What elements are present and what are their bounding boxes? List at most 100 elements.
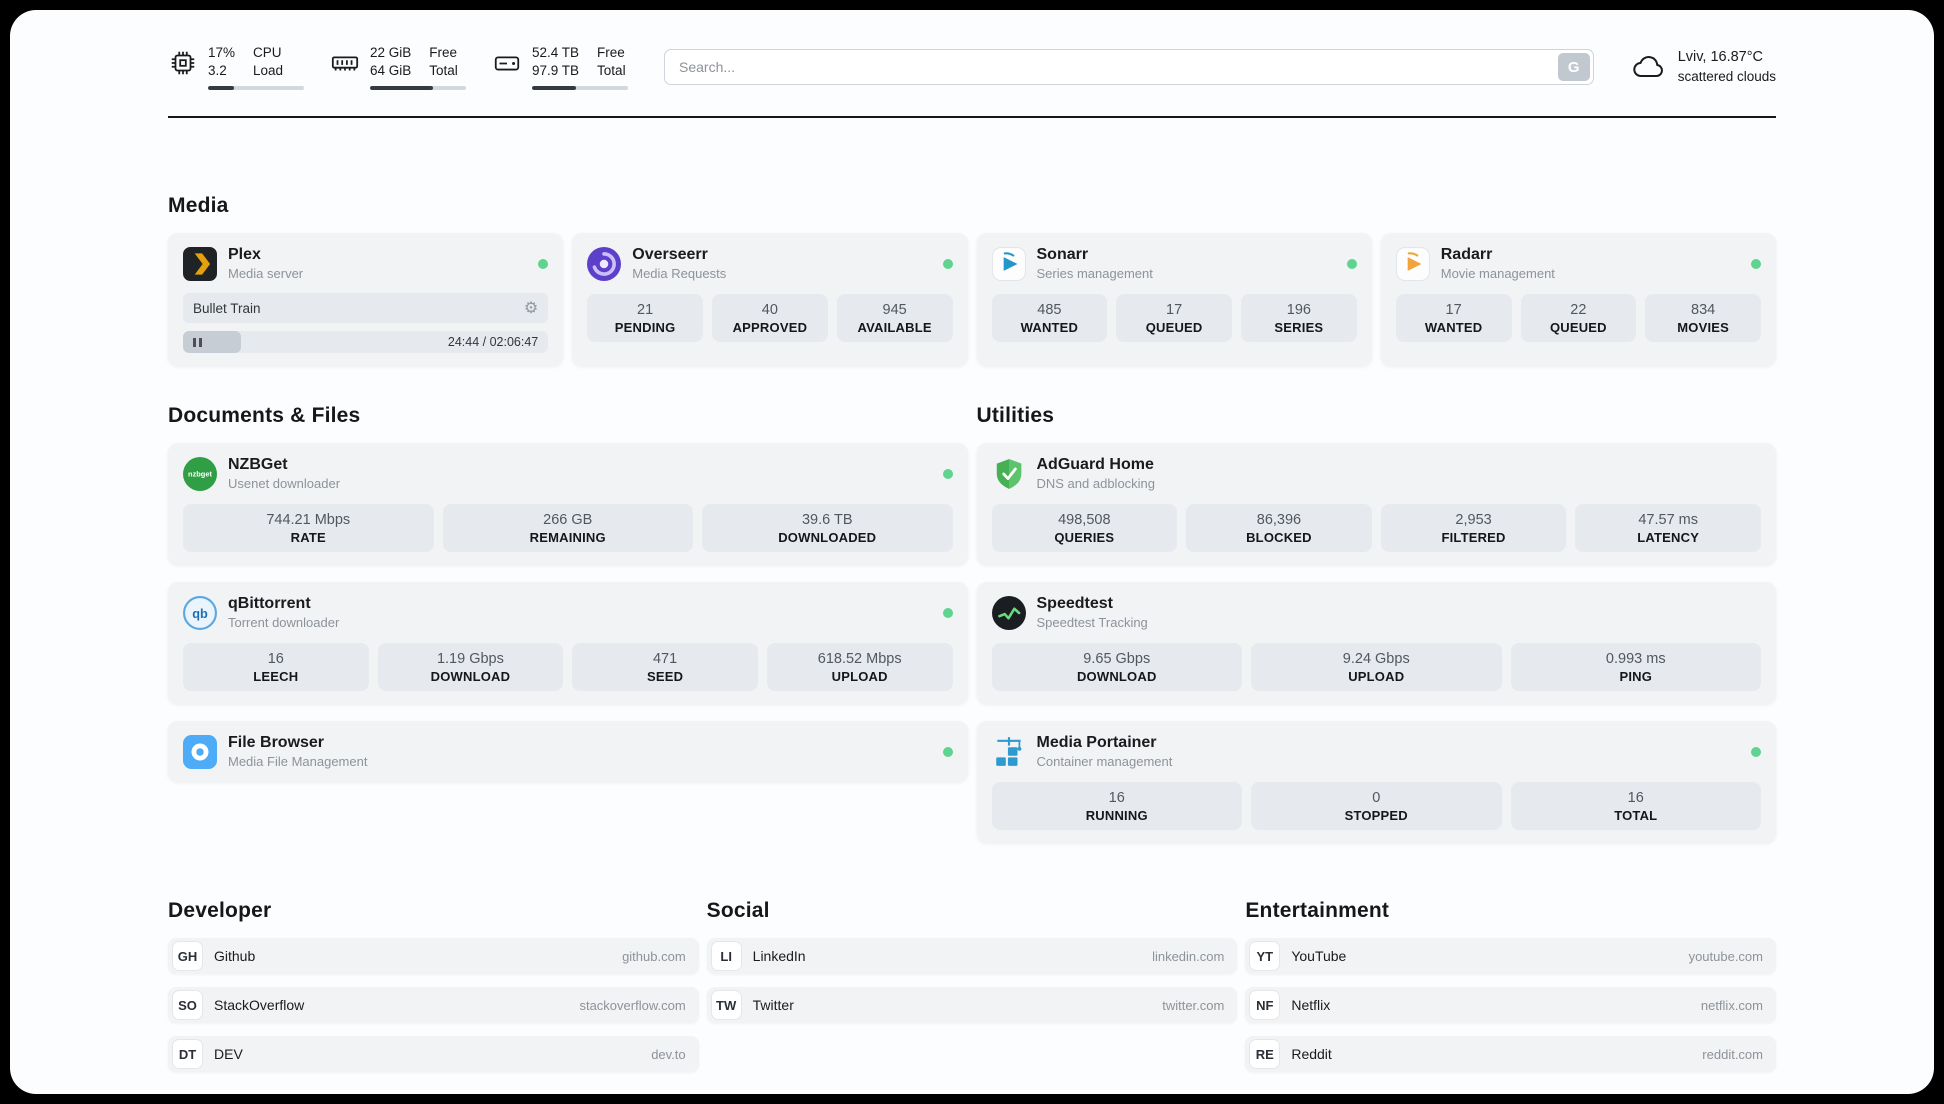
now-playing-title: Bullet Train	[193, 300, 261, 316]
app-name: Speedtest	[1036, 595, 1113, 612]
section-entertainment: Entertainment YT YouTube youtube.com NF …	[1245, 899, 1776, 1085]
bookmark-url: netflix.com	[1700, 997, 1763, 1013]
top-bar: 17% 3.2 CPU Load	[168, 40, 1776, 94]
app-desc: Speedtest Tracking	[1036, 615, 1148, 630]
section-social: Social LI LinkedIn linkedin.com TW Twitt…	[706, 899, 1238, 1036]
stat-tile: 196 SERIES	[1241, 294, 1357, 342]
bookmark-abbr: GH	[173, 942, 202, 970]
app-card-sonarr[interactable]: Sonarr Series management 485 WANTED 17 Q…	[976, 233, 1372, 366]
stat-tile: 9.24 Gbps UPLOAD	[1251, 643, 1502, 691]
app-card-overseerr[interactable]: Overseerr Media Requests 21 PENDING 40 A…	[572, 233, 968, 366]
sonarr-icon	[991, 246, 1026, 281]
bookmark-twitter[interactable]: TW Twitter twitter.com	[706, 987, 1238, 1023]
status-dot	[942, 746, 953, 757]
bookmark-abbr: SO	[173, 991, 202, 1019]
stat-tile: 471 SEED	[572, 643, 758, 691]
status-dot	[942, 468, 953, 479]
disk-progress-fill	[532, 86, 577, 91]
app-card-adguard[interactable]: AdGuard Home DNS and adblocking 498,508 …	[976, 443, 1776, 565]
ram-progress-track	[370, 86, 466, 91]
ram-free-value: 22 GiB	[370, 44, 412, 60]
bookmark-name: Reddit	[1291, 1046, 1332, 1062]
stat-tile: 16 TOTAL	[1510, 782, 1761, 830]
ram-total-label: Total	[429, 63, 458, 78]
bookmark-youtube[interactable]: YT YouTube youtube.com	[1245, 938, 1776, 974]
bookmark-linkedin[interactable]: LI LinkedIn linkedin.com	[706, 938, 1238, 974]
bookmark-name: YouTube	[1291, 948, 1347, 964]
weather-condition: scattered clouds	[1677, 68, 1776, 84]
cpu-percent: 17%	[208, 44, 236, 60]
dashboard-page: 17% 3.2 CPU Load	[10, 10, 1934, 1094]
stat-tile: 17 WANTED	[1395, 294, 1512, 342]
app-card-nzbget[interactable]: nzbget NZBGet Usenet downloader 744.21 M…	[168, 443, 968, 565]
stat-tile: 744.21 Mbps RATE	[183, 504, 434, 552]
cpu-progress-fill	[208, 86, 234, 91]
bookmark-netflix[interactable]: NF Netflix netflix.com	[1245, 987, 1776, 1023]
gear-icon[interactable]: ⚙	[523, 300, 539, 317]
disk-icon	[494, 56, 520, 71]
app-desc: Movie management	[1440, 266, 1555, 281]
portainer-icon	[995, 736, 1021, 766]
bookmark-dev[interactable]: DT DEV dev.to	[168, 1036, 699, 1072]
ram-free-label: Free	[429, 44, 458, 60]
bookmark-stackoverflow[interactable]: SO StackOverflow stackoverflow.com	[168, 987, 699, 1023]
app-card-portainer[interactable]: Media Portainer Container management 16 …	[976, 721, 1776, 843]
section-developer: Developer GH Github github.com SO StackO…	[168, 899, 699, 1085]
now-playing-row: Bullet Train ⚙	[183, 293, 549, 323]
app-card-speedtest[interactable]: Speedtest Speedtest Tracking 9.65 Gbps D…	[976, 582, 1776, 704]
stat-tile: 1.19 Gbps DOWNLOAD	[377, 643, 564, 691]
ram-progress-fill	[370, 86, 434, 91]
search-bar: G	[664, 49, 1594, 85]
app-name: Sonarr	[1036, 246, 1089, 263]
stat-tile: 834 MOVIES	[1645, 294, 1761, 342]
app-card-plex[interactable]: Plex Media server Bullet Train ⚙ 24:44 /…	[168, 233, 564, 366]
section-utilities: Utilities AdGuard Home DNS and adblockin…	[976, 404, 1776, 843]
radarr-icon	[1395, 246, 1430, 281]
playback-progress-bar[interactable]: 24:44 / 02:06:47	[183, 331, 549, 353]
app-card-radarr[interactable]: Radarr Movie management 17 WANTED 22 QUE…	[1380, 233, 1776, 366]
plex-icon	[183, 246, 217, 281]
search-engine-button[interactable]: G	[1557, 53, 1590, 81]
stat-tile: 21 PENDING	[587, 294, 703, 342]
section-title-developer: Developer	[168, 899, 272, 922]
section-title-entertainment: Entertainment	[1245, 899, 1390, 922]
status-dot	[942, 258, 953, 269]
stat-tile: 40 APPROVED	[712, 294, 828, 342]
weather-widget: Lviv, 16.87°C scattered clouds	[1630, 47, 1776, 86]
filebrowser-icon	[183, 734, 217, 769]
bookmark-abbr: RE	[1250, 1040, 1280, 1068]
stat-tile: 9.65 Gbps DOWNLOAD	[991, 643, 1242, 691]
stat-tile: 0.993 ms PING	[1510, 643, 1761, 691]
stat-tile: 39.6 TB DOWNLOADED	[702, 504, 953, 552]
stat-tile: 86,396 BLOCKED	[1186, 504, 1372, 552]
app-card-qbittorrent[interactable]: qb qBittorrent Torrent downloader 16 LEE…	[168, 582, 968, 704]
speedtest-icon	[991, 595, 1026, 630]
app-desc: DNS and adblocking	[1036, 476, 1156, 491]
app-desc: Media File Management	[228, 754, 368, 769]
bookmark-url: reddit.com	[1702, 1046, 1763, 1062]
stat-tile: 945 AVAILABLE	[836, 294, 953, 342]
search-input[interactable]	[664, 49, 1594, 85]
bookmark-reddit[interactable]: RE Reddit reddit.com	[1245, 1036, 1776, 1072]
cpu-load-value: 3.2	[208, 63, 227, 78]
nzbget-icon: nzbget	[183, 456, 217, 491]
app-card-filebrowser[interactable]: File Browser Media File Management	[168, 721, 968, 782]
qbittorrent-icon: qb	[183, 595, 217, 630]
cpu-progress-track	[208, 86, 304, 91]
bookmark-url: dev.to	[651, 1046, 686, 1062]
cpu-widget: 17% 3.2 CPU Load	[168, 44, 304, 91]
dashboard-content: 17% 3.2 CPU Load	[10, 10, 1934, 1085]
section-title-media: Media	[168, 194, 229, 217]
status-dot	[1346, 258, 1357, 269]
app-desc: Series management	[1036, 266, 1153, 281]
app-name: Media Portainer	[1036, 734, 1157, 751]
status-dot	[1751, 258, 1761, 269]
bookmark-github[interactable]: GH Github github.com	[168, 938, 699, 974]
section-documents: Documents & Files nzbget NZBGet Usenet d…	[168, 404, 968, 782]
bookmark-abbr: TW	[711, 991, 741, 1019]
weather-location: Lviv, 16.87°C	[1677, 49, 1764, 66]
cpu-load-label: Load	[253, 63, 284, 78]
bookmark-name: LinkedIn	[752, 948, 806, 964]
disk-free-value: 52.4 TB	[532, 44, 580, 60]
bookmark-abbr: DT	[173, 1040, 202, 1068]
